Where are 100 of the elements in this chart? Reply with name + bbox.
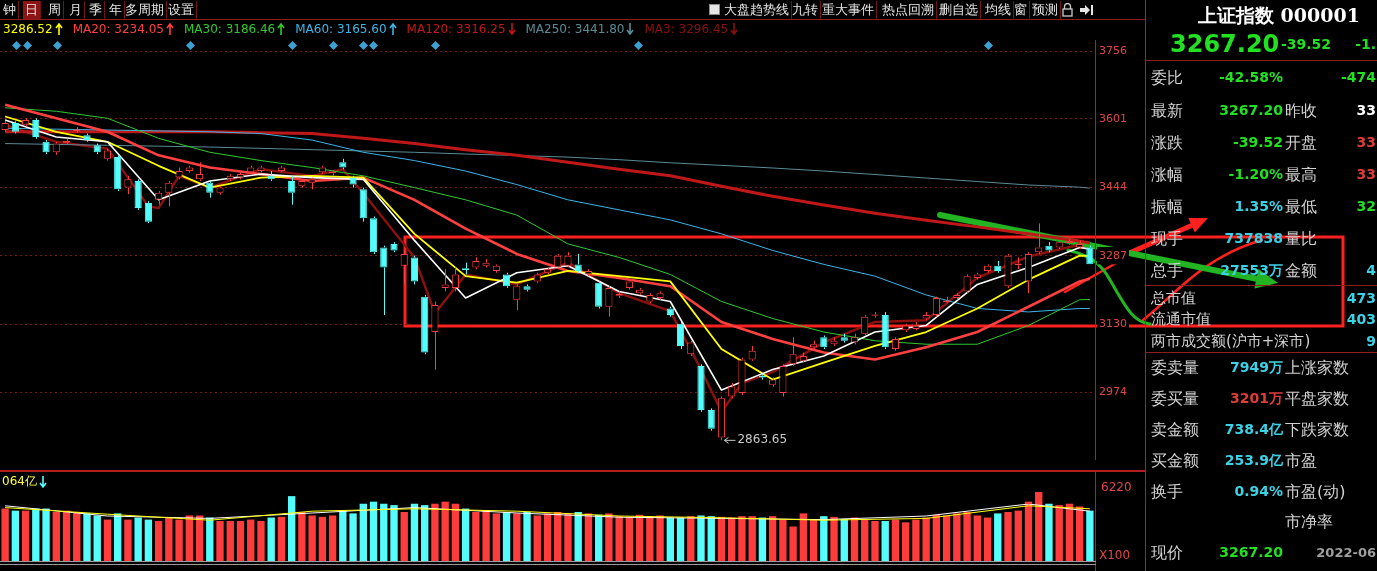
- text: 热点回溯: [880, 1, 937, 19]
- bar: [615, 516, 623, 561]
- text: 3267.20: [1170, 30, 1280, 58]
- bar: [216, 520, 224, 561]
- bar: [267, 517, 275, 561]
- bar: [605, 513, 613, 561]
- bar: [298, 512, 306, 561]
- bar: [953, 513, 961, 561]
- bar: [994, 513, 1002, 561]
- candlestick: [431, 300, 439, 371]
- text: 大盘趋势线: [722, 1, 792, 19]
- candlestick: [236, 171, 245, 180]
- text: 季: [87, 1, 105, 19]
- text: 4: [1366, 262, 1376, 278]
- text: 上涨家数: [1285, 358, 1349, 379]
- bar: [942, 515, 951, 561]
- text: -474: [1340, 69, 1376, 85]
- text: 买金额: [1151, 451, 1199, 472]
- bar: [328, 515, 337, 561]
- candlestick: [93, 143, 101, 155]
- bar: [543, 513, 552, 561]
- text: 涨跌: [1151, 133, 1183, 154]
- text: 最新: [1151, 101, 1183, 122]
- bar: [533, 515, 541, 561]
- text: 昨收: [1285, 101, 1317, 122]
- text: X100: [1099, 548, 1131, 562]
- bar: [963, 512, 971, 561]
- text: 33: [1356, 166, 1376, 182]
- y-tick-label: 3756: [1099, 43, 1127, 57]
- candlestick: [42, 139, 50, 155]
- text: 金额: [1285, 261, 1317, 282]
- bar: [247, 519, 255, 561]
- candlestick: [421, 294, 429, 355]
- bar: [32, 508, 40, 561]
- text: -39.52: [1232, 134, 1283, 150]
- bar: [523, 512, 531, 561]
- candlestick: [144, 200, 152, 222]
- candlestick: [114, 154, 122, 192]
- bar: [277, 516, 286, 561]
- bar: [697, 515, 705, 561]
- bar: [359, 503, 367, 561]
- text: 最低: [1285, 197, 1317, 218]
- candlestick: [574, 253, 582, 274]
- candlestick: [676, 321, 685, 350]
- bar: [768, 516, 777, 561]
- bar: [1024, 501, 1033, 561]
- legend-label: 3286.52: [3, 22, 53, 36]
- legend-label: MA20: 3234.05: [72, 22, 164, 36]
- bar: [758, 517, 767, 561]
- candlestick: [216, 185, 224, 196]
- candlestick: [564, 251, 572, 268]
- bar: [236, 520, 245, 561]
- bar: [932, 514, 941, 561]
- bar: [42, 508, 50, 561]
- bar: [144, 519, 153, 561]
- bar: [195, 515, 204, 561]
- bar: [799, 513, 808, 561]
- candlestick: [738, 357, 746, 396]
- candlestick: [861, 314, 869, 337]
- text: 总手: [1151, 261, 1183, 282]
- candlestick: [1035, 222, 1043, 255]
- candlestick: [206, 180, 214, 199]
- bar: [830, 516, 838, 561]
- candlestick: [697, 363, 705, 413]
- text: 周: [46, 1, 64, 19]
- candlestick: [349, 175, 357, 189]
- bar: [656, 515, 664, 561]
- legend-label: MA30: 3186.46: [183, 22, 276, 36]
- bar: [513, 513, 521, 561]
- text: 市盈(动): [1285, 482, 1346, 503]
- bar: [1045, 503, 1053, 561]
- text: 涨幅: [1151, 165, 1183, 186]
- bar: [594, 514, 603, 561]
- candlestick: [451, 266, 459, 292]
- text: 预测: [1030, 1, 1061, 19]
- candlestick: [595, 282, 603, 309]
- text: -1.20%: [1228, 166, 1283, 182]
- bar: [492, 513, 501, 561]
- bar: [809, 519, 818, 561]
- candlestick: [441, 268, 449, 292]
- bar: [881, 520, 889, 561]
- bar: [369, 501, 378, 561]
- bar: [1035, 492, 1043, 561]
- y-tick-label: 3130: [1099, 317, 1127, 331]
- bar: [124, 519, 132, 561]
- candlestick: [1004, 253, 1012, 289]
- text: 32: [1356, 198, 1376, 214]
- bar: [103, 519, 112, 561]
- bar: [574, 512, 582, 561]
- bar: [891, 519, 900, 561]
- candlestick: [32, 117, 40, 140]
- bar: [983, 517, 992, 561]
- bar: [11, 510, 20, 561]
- candlestick: [380, 245, 388, 316]
- bar: [779, 519, 787, 561]
- bar: [1, 508, 9, 561]
- bar: [318, 516, 327, 561]
- text: -1.: [1355, 36, 1376, 52]
- candlestick: [902, 323, 910, 333]
- legend-label: MA120: 3316.25: [406, 22, 506, 36]
